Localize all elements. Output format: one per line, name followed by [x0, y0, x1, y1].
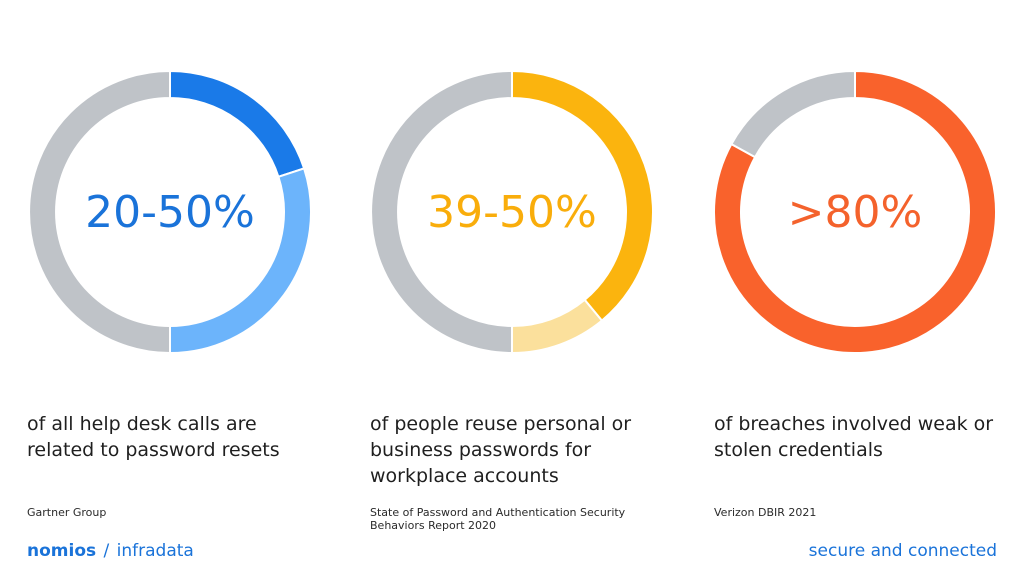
center-value-password-reuse: 39-50%: [427, 186, 597, 238]
brand-nomios: nomios: [27, 541, 97, 561]
donut-slice-2-1: [730, 69, 856, 159]
center-value-help-desk: 20-50%: [85, 186, 255, 238]
donut-svg-breaches: [713, 69, 997, 354]
footer-logo: nomios / infradata: [27, 541, 194, 561]
donut-svg-password-reuse: [370, 69, 654, 355]
source-help-desk: Gartner Group: [27, 506, 107, 519]
source-breaches: Verizon DBIR 2021: [714, 506, 817, 519]
center-value-breaches: >80%: [787, 186, 923, 238]
donut-slice-1-2: [370, 69, 513, 355]
donut-chart-password-reuse: 39-50%: [367, 67, 657, 357]
brand-separator: /: [103, 541, 110, 561]
description-help-desk: of all help desk calls are related to pa…: [27, 413, 280, 461]
donut-slice-0-2: [28, 69, 171, 355]
description-breaches: of breaches involved weak or stolen cred…: [714, 413, 994, 461]
donut-svg-help-desk: [28, 69, 312, 355]
donut-chart-help-desk: 20-50%: [25, 67, 315, 357]
description-password-reuse: of people reuse personal or business pas…: [370, 413, 632, 487]
source-password-reuse: State of Password and Authentication Sec…: [370, 506, 626, 532]
footer-tagline: secure and connected: [808, 541, 997, 561]
donut-slice-2-0: [713, 69, 997, 354]
brand-infradata: infradata: [116, 541, 194, 561]
donut-chart-breaches: >80%: [710, 67, 1000, 357]
